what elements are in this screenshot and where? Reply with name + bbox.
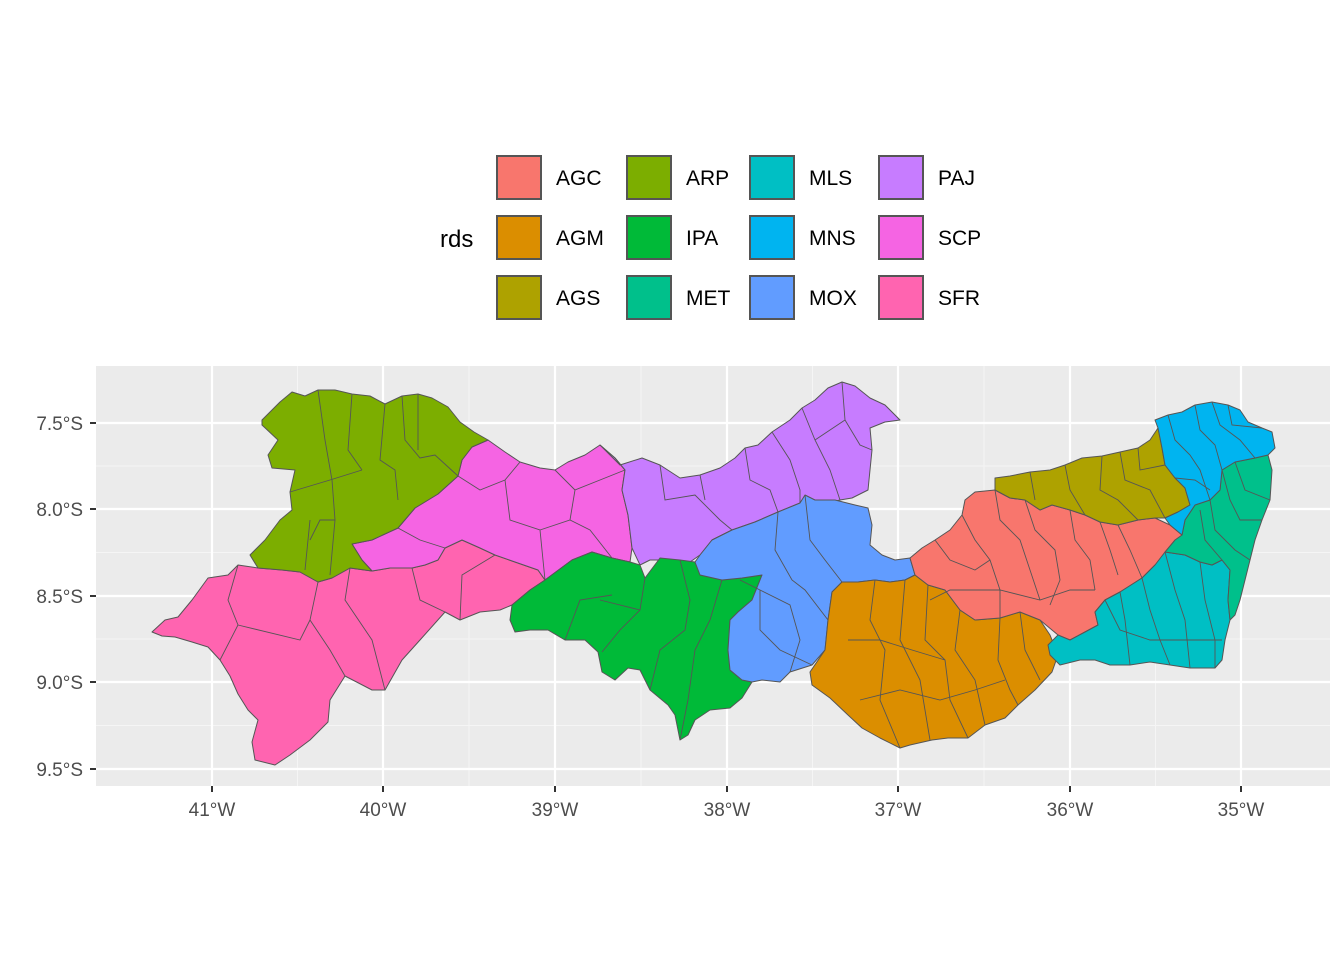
legend-label: MNS <box>809 227 856 250</box>
y-axis-labels: 7.5°S 8.0°S 8.5°S 9.0°S 9.5°S <box>36 414 83 781</box>
legend-item-agm: AGM <box>496 215 604 260</box>
x-tick-label: 35°W <box>1218 800 1265 821</box>
x-tick-label: 37°W <box>875 800 922 821</box>
legend-key <box>496 275 542 320</box>
legend-label: MET <box>686 287 731 310</box>
region-mls <box>1047 551 1231 669</box>
legend-item-arp: ARP <box>626 155 729 200</box>
legend-item-mns: MNS <box>749 215 856 260</box>
legend-key <box>878 215 924 260</box>
legend-key <box>626 275 672 320</box>
legend-item-agc: AGC <box>496 155 602 200</box>
legend-key <box>496 215 542 260</box>
legend-key <box>749 275 795 320</box>
legend: rds AGC AGM AGS ARP IPA MET MLS MNS MOX PAJ SCP SFR <box>440 155 981 320</box>
legend-label: AGM <box>556 227 604 250</box>
y-tick-label: 8.0°S <box>36 500 83 521</box>
legend-key <box>496 155 542 200</box>
legend-label: AGS <box>556 287 600 310</box>
x-tick-label: 41°W <box>189 800 236 821</box>
legend-key <box>749 155 795 200</box>
x-tick-label: 39°W <box>532 800 579 821</box>
legend-label: ARP <box>686 167 729 190</box>
legend-key <box>878 155 924 200</box>
legend-key <box>878 275 924 320</box>
legend-key <box>626 155 672 200</box>
legend-items: AGC AGM AGS ARP IPA MET MLS MNS MOX PAJ SCP SFR <box>496 155 981 320</box>
legend-item-paj: PAJ <box>878 155 975 200</box>
region-mns <box>1154 401 1276 536</box>
y-tick-label: 9.5°S <box>36 760 83 781</box>
x-tick-label: 38°W <box>704 800 751 821</box>
legend-item-scp: SCP <box>878 215 981 260</box>
legend-item-met: MET <box>626 275 731 320</box>
map-panel: 41°W 40°W 39°W 38°W 37°W 36°W 35°W 7.5°S 8.0°S 8… <box>36 366 1330 821</box>
legend-key <box>749 215 795 260</box>
legend-label: MLS <box>809 167 852 190</box>
y-tick-label: 9.0°S <box>36 673 83 694</box>
region-arp <box>249 389 489 583</box>
legend-label: SCP <box>938 227 981 250</box>
legend-key <box>626 215 672 260</box>
regions <box>151 381 1276 766</box>
axis-ticks <box>90 422 1242 792</box>
municipal-boundaries <box>219 381 1271 749</box>
x-axis-labels: 41°W 40°W 39°W 38°W 37°W 36°W 35°W <box>189 800 1265 821</box>
legend-label: MOX <box>809 287 857 310</box>
y-tick-label: 8.5°S <box>36 587 83 608</box>
legend-label: SFR <box>938 287 980 310</box>
region-agm <box>809 574 1059 749</box>
x-tick-label: 36°W <box>1047 800 1094 821</box>
legend-item-mls: MLS <box>749 155 852 200</box>
y-tick-label: 7.5°S <box>36 414 83 435</box>
legend-title: rds <box>440 226 473 253</box>
x-tick-label: 40°W <box>360 800 407 821</box>
legend-label: IPA <box>686 227 718 250</box>
region-paj <box>599 381 901 566</box>
legend-label: PAJ <box>938 167 975 190</box>
legend-label: AGC <box>556 167 602 190</box>
legend-item-ipa: IPA <box>626 215 718 260</box>
legend-item-ags: AGS <box>496 275 600 320</box>
legend-item-mox: MOX <box>749 275 857 320</box>
legend-item-sfr: SFR <box>878 275 980 320</box>
